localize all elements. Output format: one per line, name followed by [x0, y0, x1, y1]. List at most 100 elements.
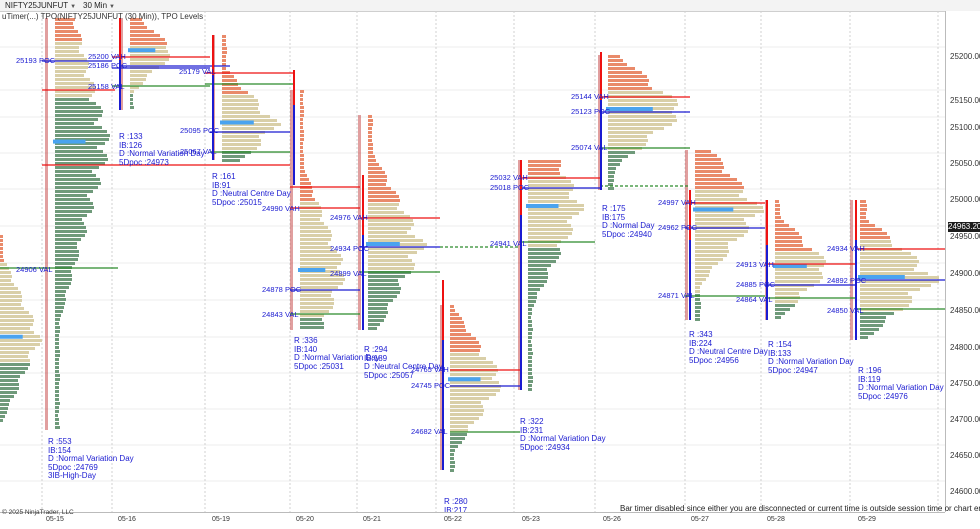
- tpo-bar: [222, 43, 226, 46]
- tpo-bar: [695, 286, 700, 289]
- tpo-bar: [55, 42, 82, 45]
- tpo-bar: [368, 311, 388, 314]
- tpo-bar: [0, 331, 34, 334]
- tpo-profiles: [0, 18, 939, 472]
- tpo-bar: [368, 167, 382, 170]
- day-stats-block: R :294 IB:189 D :Neutral Centre Day 5Dpo…: [364, 345, 443, 380]
- poc-marker: [53, 139, 86, 144]
- tpo-bar: [528, 352, 533, 355]
- price-axis[interactable]: 25200.00 25150.00 25100.00 25050.00 2500…: [945, 11, 980, 512]
- level-label: 24864 VAL: [736, 295, 773, 304]
- tpo-bar: [528, 224, 571, 227]
- tpo-bar: [55, 310, 63, 313]
- tpo-bar: [860, 256, 917, 259]
- tpo-letters: [598, 55, 601, 190]
- tpo-bar: [450, 445, 458, 448]
- tpo-bar: [528, 356, 532, 359]
- tpo-bar: [222, 39, 226, 42]
- tpo-bar: [608, 115, 676, 118]
- tpo-bar: [608, 159, 622, 162]
- tpo-bar: [55, 174, 96, 177]
- tpo-bar: [55, 82, 94, 85]
- tpo-bar: [775, 248, 812, 251]
- tpo-bar: [55, 378, 60, 381]
- tpo-bar: [608, 83, 648, 86]
- tpo-bar: [55, 146, 97, 149]
- tpo-bar: [775, 276, 823, 279]
- tpo-bar: [368, 115, 372, 118]
- tpo-bar: [55, 182, 101, 185]
- tpo-bar: [55, 214, 87, 217]
- tpo-bar: [130, 78, 146, 81]
- tpo-bar: [55, 38, 82, 41]
- tpo-bar: [55, 210, 92, 213]
- date-tick: 05-21: [363, 516, 381, 523]
- tpo-bar: [695, 158, 721, 161]
- tpo-bar: [0, 403, 9, 406]
- tpo-bar: [300, 110, 304, 113]
- tpo-bar: [130, 86, 139, 89]
- tpo-bar: [775, 268, 819, 271]
- level-label: 24899 VAL: [330, 269, 367, 278]
- tpo-bar: [450, 449, 455, 452]
- tpo-bar: [368, 151, 373, 154]
- tpo-bar: [608, 67, 635, 70]
- tpo-bar: [300, 238, 331, 241]
- tpo-bar: [55, 370, 59, 373]
- tpo-bar: [528, 308, 532, 311]
- tpo-letters: [850, 200, 853, 340]
- tpo-bar: [368, 323, 380, 326]
- tpo-bar: [55, 422, 59, 425]
- tpo-bar: [608, 87, 652, 90]
- tpo-chart-plot[interactable]: [0, 11, 945, 512]
- time-axis[interactable]: 05-15 05-16 05-19 05-20 05-21 05-22 05-2…: [0, 512, 945, 529]
- tpo-bar: [55, 286, 69, 289]
- chevron-down-icon: ▼: [70, 4, 77, 10]
- tpo-bar: [55, 46, 79, 49]
- tpo-bar: [528, 372, 532, 375]
- tpo-bar: [300, 314, 324, 317]
- tpo-bar: [528, 192, 569, 195]
- tpo-bar: [368, 163, 379, 166]
- instrument-selector[interactable]: NIFTY25JUNFUT ▼: [5, 1, 77, 10]
- tpo-bar: [55, 98, 89, 101]
- tpo-bar: [528, 248, 560, 251]
- tpo-bar: [368, 135, 372, 138]
- tpo-bar: [695, 190, 743, 193]
- tpo-letters: [120, 18, 123, 110]
- tpo-bar: [300, 162, 304, 165]
- tpo-bar: [860, 316, 886, 319]
- tpo-bar: [0, 343, 40, 346]
- level-label: 24745 POC: [411, 381, 451, 390]
- tpo-bar: [608, 99, 677, 102]
- tpo-bar: [860, 324, 883, 327]
- tpo-bar: [860, 272, 928, 275]
- tpo-bar: [300, 310, 329, 313]
- tpo-bar: [450, 429, 468, 432]
- tpo-bar: [222, 51, 227, 54]
- tpo-bar: [368, 147, 373, 150]
- tpo-bar: [528, 332, 532, 335]
- tpo-bar: [528, 232, 572, 235]
- tpo-bar: [450, 397, 489, 400]
- tpo-bar: [528, 340, 531, 343]
- tpo-bar: [368, 283, 399, 286]
- tpo-bar: [368, 123, 373, 126]
- tpo-bar: [695, 230, 748, 233]
- tpo-bar: [0, 339, 42, 342]
- tpo-bar: [368, 295, 397, 298]
- tpo-bar: [0, 235, 3, 238]
- tpo-bar: [222, 103, 259, 106]
- tpo-bar: [860, 224, 875, 227]
- tpo-bar: [860, 336, 868, 339]
- tpo-bar: [695, 222, 746, 225]
- tpo-bar: [0, 419, 3, 422]
- tpo-bar: [775, 288, 807, 291]
- tpo-bar: [860, 300, 912, 303]
- tpo-bar: [450, 381, 499, 384]
- tpo-bar: [55, 30, 78, 33]
- tpo-bar: [130, 38, 165, 41]
- tpo-bar: [300, 294, 331, 297]
- interval-selector[interactable]: 30 Min ▼: [83, 1, 115, 10]
